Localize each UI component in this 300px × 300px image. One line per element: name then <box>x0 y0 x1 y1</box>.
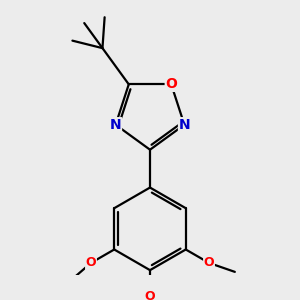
Text: N: N <box>178 118 190 132</box>
Text: O: O <box>165 77 177 91</box>
Text: O: O <box>86 256 96 269</box>
Text: O: O <box>204 256 214 269</box>
Text: O: O <box>145 290 155 300</box>
Text: N: N <box>110 118 122 132</box>
